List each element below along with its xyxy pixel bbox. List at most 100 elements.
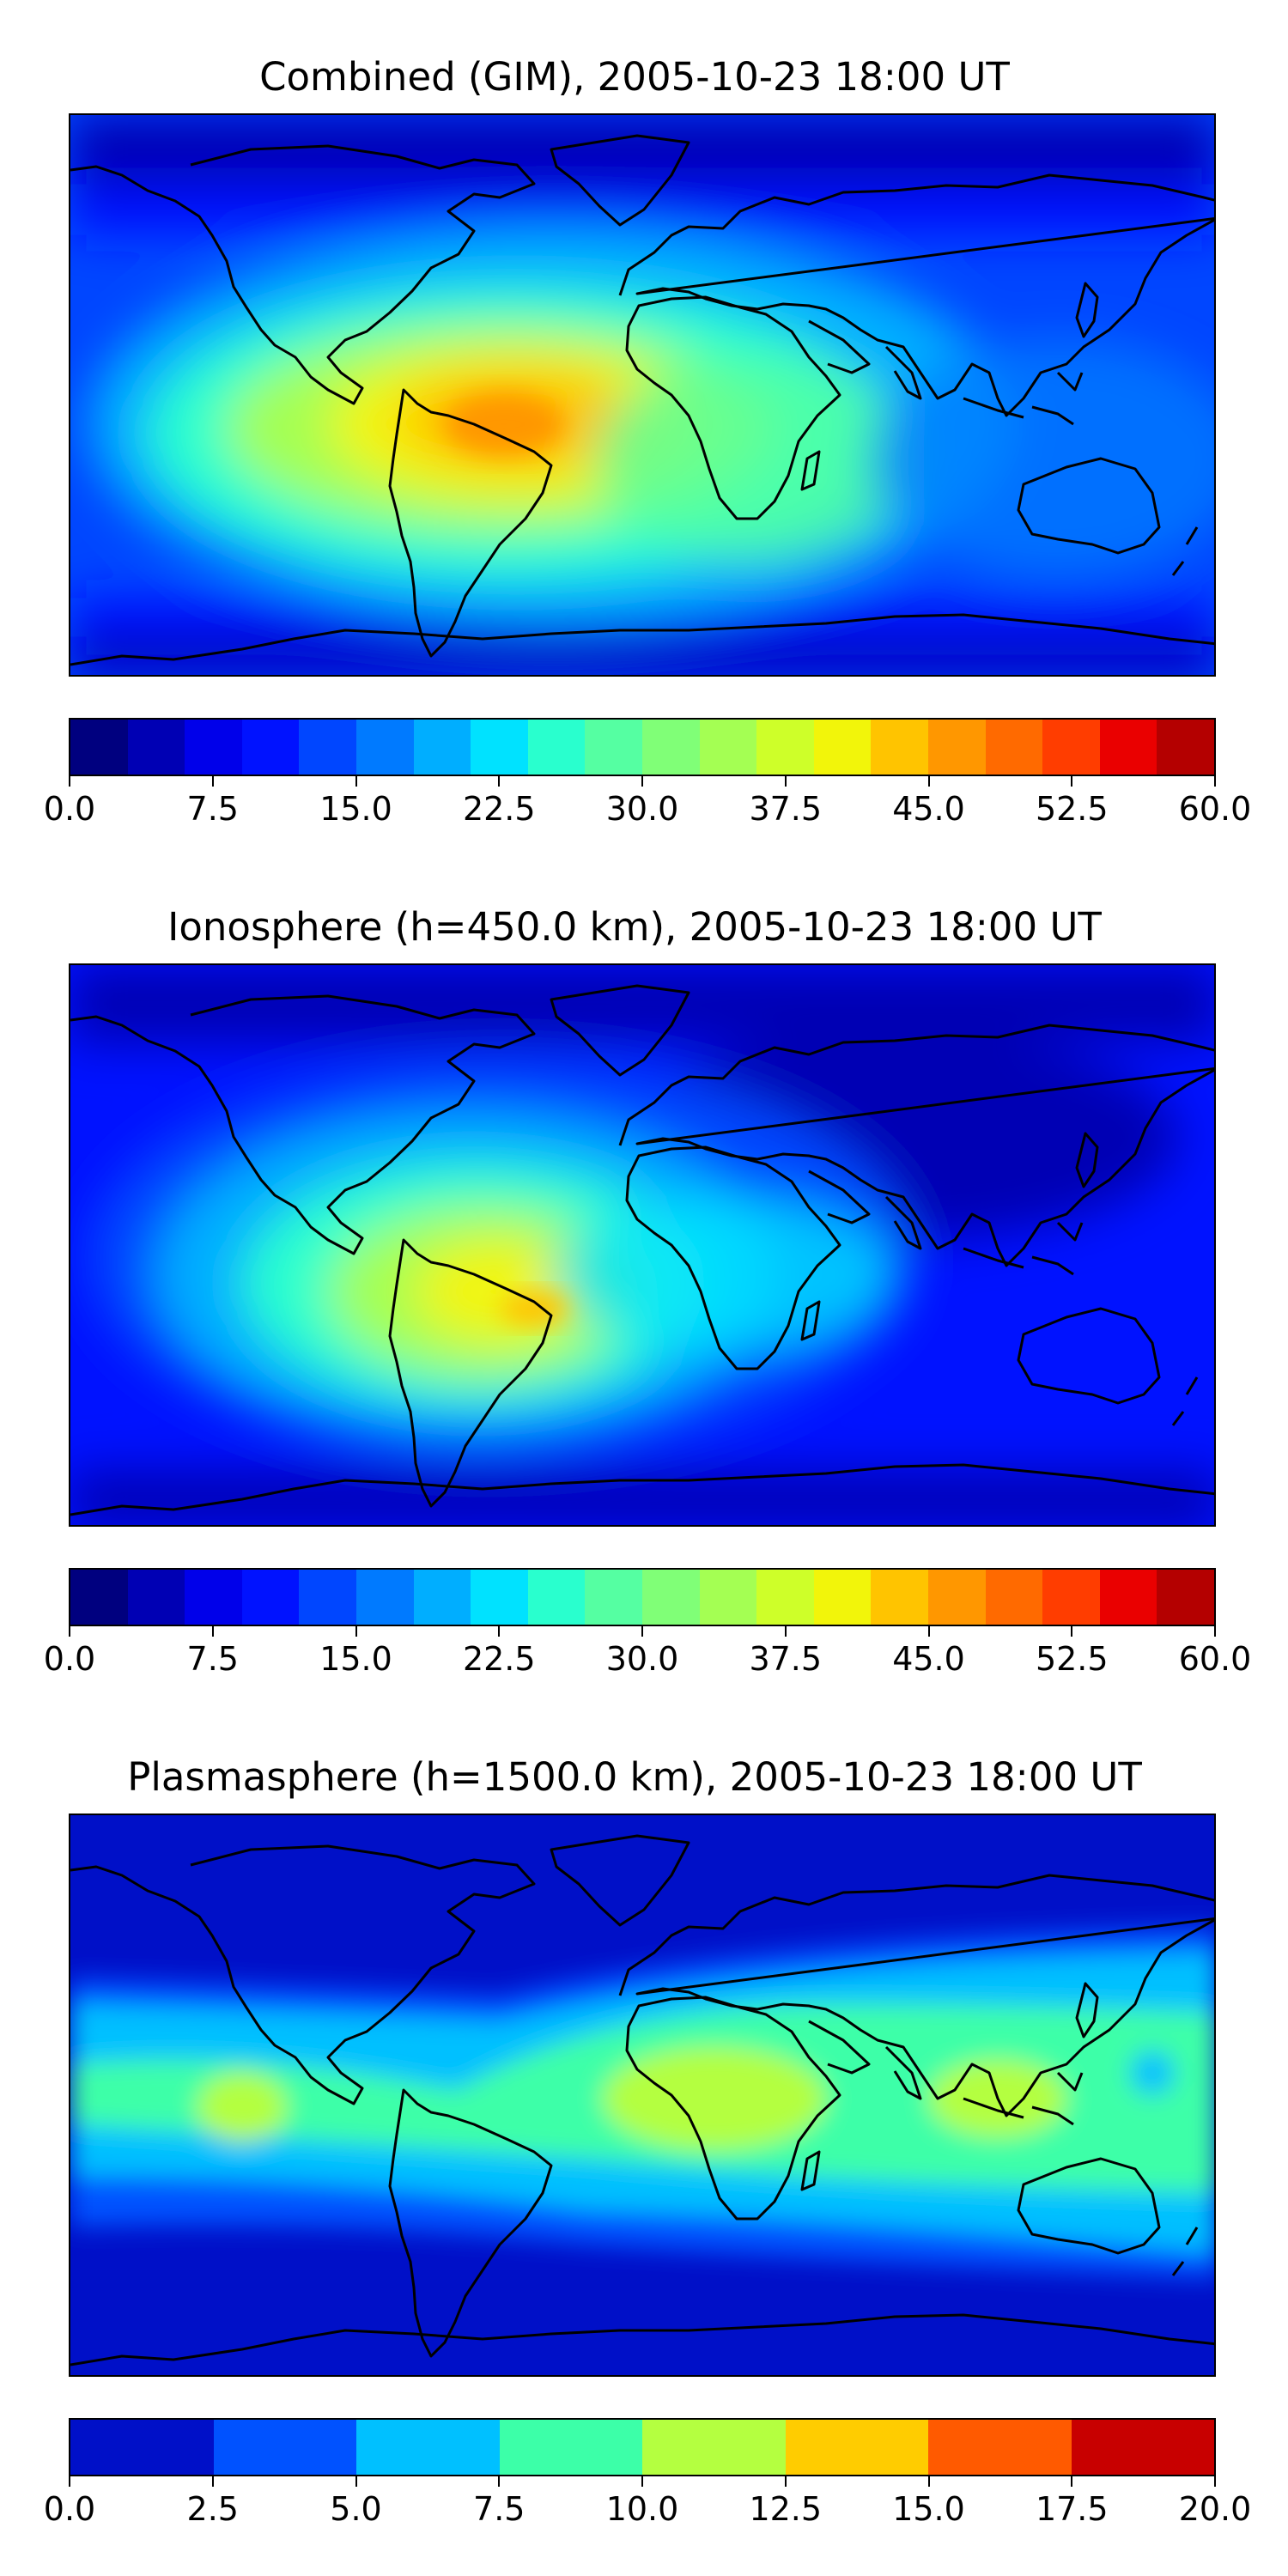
colorbar-tick-label: 15.0: [892, 2490, 965, 2528]
colorbar-tick: [211, 776, 214, 787]
map-plasmasphere: [69, 1814, 1216, 2377]
colorbar-tick: [1071, 2476, 1073, 2487]
colorbar-tick-label: 60.0: [1178, 790, 1252, 828]
colorbar-tick: [927, 1626, 930, 1637]
colorbar-tick: [498, 1626, 501, 1637]
colorbar-swatch: [1099, 720, 1157, 775]
colorbar-tick: [1214, 2476, 1216, 2487]
colorbar-tick-label: 22.5: [462, 1640, 536, 1678]
colorbar-tick-label: 5.0: [330, 2490, 382, 2528]
colorbar-tick: [1071, 1626, 1073, 1637]
colorbar-tick-label: 45.0: [892, 1640, 965, 1678]
colorbar-tick-label: 20.0: [1178, 2490, 1252, 2528]
colorbar-tick-label: 37.5: [749, 790, 823, 828]
colorbar-ticks-combined: 0.0 7.5 15.0 22.5 30.0 37.5 45.0 52.5 60.0: [44, 776, 1251, 828]
colorbar-tick: [641, 776, 643, 787]
colorbar-tick: [355, 2476, 357, 2487]
colorbar-swatch: [871, 720, 928, 775]
colorbar-tick-label: 7.5: [473, 2490, 526, 2528]
colorbar-swatch: [813, 1570, 872, 1625]
colorbar-swatch: [813, 720, 872, 775]
colorbar-tick: [69, 776, 70, 787]
colorbar-tick-label: 15.0: [319, 1640, 392, 1678]
colorbar-swatch: [1157, 1570, 1214, 1625]
colorbar-tick-label: 52.5: [1035, 790, 1109, 828]
colorbar-tick: [784, 1626, 787, 1637]
colorbar-swatch: [785, 2420, 928, 2475]
colorbar-swatch: [185, 1570, 242, 1625]
colorbar-swatch: [413, 720, 471, 775]
colorbar-tick-label: 30.0: [605, 790, 679, 828]
colorbar-swatch: [299, 720, 356, 775]
colorbar-tick-label: 52.5: [1035, 1640, 1109, 1678]
colorbar-tick-label: 45.0: [892, 790, 965, 828]
colorbar-tick: [1071, 776, 1073, 787]
colorbar-tick-label: 30.0: [605, 1640, 679, 1678]
map-ionosphere: [69, 963, 1216, 1527]
colorbar-swatch: [127, 720, 185, 775]
colorbar-ionosphere: [69, 1568, 1216, 1626]
map-combined: [69, 113, 1216, 677]
colorbar-swatch: [299, 1570, 356, 1625]
colorbar-swatch: [355, 720, 414, 775]
colorbar-tick-label: 7.5: [186, 790, 239, 828]
colorbar-swatch: [756, 1570, 814, 1625]
colorbar-swatch: [70, 720, 128, 775]
colorbar-tick-label: 10.0: [605, 2490, 679, 2528]
colorbar-tick: [211, 1626, 214, 1637]
map-title-ionosphere: Ionosphere (h=450.0 km), 2005-10-23 18:0…: [167, 904, 1102, 950]
colorbar-swatch: [641, 720, 700, 775]
colorbar-swatch: [699, 1570, 757, 1625]
colorbar-tick-label: 15.0: [319, 790, 392, 828]
map-title-plasmasphere: Plasmasphere (h=1500.0 km), 2005-10-23 1…: [127, 1754, 1142, 1800]
colorbar-swatch: [241, 1570, 300, 1625]
colorbar-swatch: [1042, 720, 1100, 775]
colorbar-swatch: [127, 1570, 185, 1625]
colorbar-tick: [69, 1626, 70, 1637]
colorbar-swatch: [871, 1570, 928, 1625]
colorbar-tick: [927, 2476, 930, 2487]
colorbar-swatch: [356, 2420, 500, 2475]
colorbar-swatch: [185, 720, 242, 775]
colorbar-swatch: [527, 1570, 586, 1625]
colorbar-tick: [355, 1626, 357, 1637]
colorbar-tick: [1214, 776, 1216, 787]
colorbar-tick-label: 0.0: [43, 790, 96, 828]
colorbar-swatch: [1099, 1570, 1157, 1625]
colorbar-swatch: [927, 1570, 986, 1625]
colorbar-swatch: [241, 720, 300, 775]
colorbar-swatch: [985, 720, 1043, 775]
colorbar-swatch: [527, 720, 586, 775]
colorbar-swatch: [413, 1570, 471, 1625]
colorbar-swatch: [927, 720, 986, 775]
colorbar-swatch: [499, 2420, 642, 2475]
colorbar-tick-label: 0.0: [43, 2490, 96, 2528]
colorbar-tick-label: 12.5: [749, 2490, 823, 2528]
colorbar-tick: [211, 2476, 214, 2487]
colorbar-ticks-plasmasphere: 0.0 2.5 5.0 7.5 10.0 12.5 15.0 17.5 20.0: [44, 2476, 1251, 2528]
colorbar-swatch: [471, 720, 528, 775]
colorbar-tick-label: 37.5: [749, 1640, 823, 1678]
colorbar-swatch: [699, 720, 757, 775]
colorbar-tick-label: 0.0: [43, 1640, 96, 1678]
colorbar-swatch: [70, 1570, 128, 1625]
colorbar-tick-label: 60.0: [1178, 1640, 1252, 1678]
colorbar-swatch: [642, 2420, 786, 2475]
colorbar-tick-label: 22.5: [462, 790, 536, 828]
colorbar-swatch: [1071, 2420, 1214, 2475]
colorbar-ticks-ionosphere: 0.0 7.5 15.0 22.5 30.0 37.5 45.0 52.5 60.0: [44, 1626, 1251, 1678]
colorbar-swatch: [70, 2420, 214, 2475]
colorbar-swatch: [471, 1570, 528, 1625]
colorbar-tick: [784, 2476, 787, 2487]
colorbar-tick: [641, 1626, 643, 1637]
colorbar-swatch: [585, 1570, 642, 1625]
colorbar-tick: [69, 2476, 70, 2487]
colorbar-swatch: [1042, 1570, 1100, 1625]
map-title-combined: Combined (GIM), 2005-10-23 18:00 UT: [259, 54, 1010, 100]
colorbar-tick: [498, 776, 501, 787]
colorbar-tick-label: 17.5: [1035, 2490, 1109, 2528]
colorbar-tick: [641, 2476, 643, 2487]
colorbar-plasmasphere: [69, 2418, 1216, 2476]
colorbar-swatch: [1157, 720, 1214, 775]
colorbar-tick: [498, 2476, 501, 2487]
